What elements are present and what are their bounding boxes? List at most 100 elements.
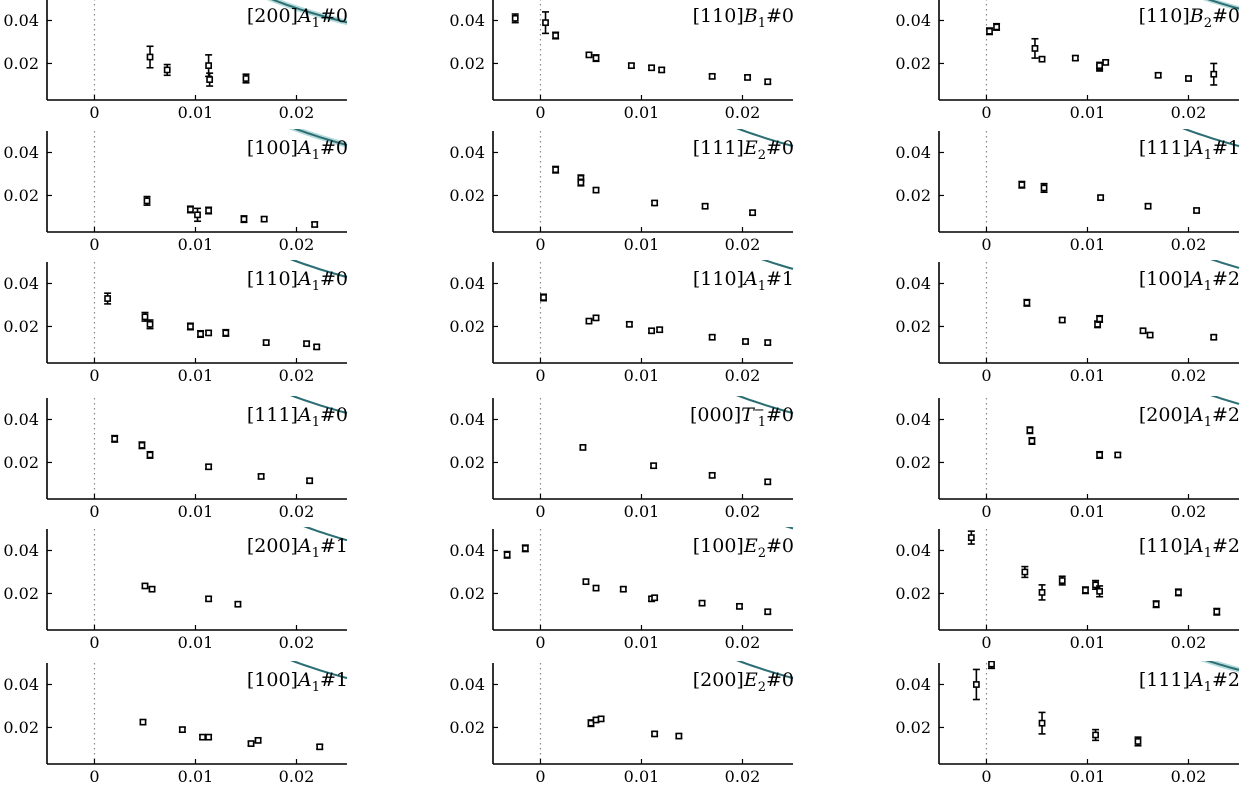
- square-marker: [656, 326, 664, 334]
- data-point: [708, 333, 716, 341]
- square-marker: [1174, 588, 1182, 596]
- data-point: [146, 319, 154, 330]
- y-tick-label: 0.02: [3, 584, 39, 603]
- data-point: [311, 221, 319, 228]
- square-marker: [1023, 299, 1031, 307]
- y-tick-label: 0.02: [449, 54, 485, 73]
- data-point: [1092, 728, 1100, 742]
- x-tick-label: 0.02: [725, 235, 761, 254]
- square-marker: [205, 62, 213, 70]
- x-tick-label: 0.02: [279, 103, 315, 122]
- data-point: [257, 473, 265, 480]
- square-marker: [972, 681, 980, 688]
- square-marker: [988, 661, 995, 668]
- data-point: [708, 471, 716, 479]
- x-tick-label: 0.01: [1070, 366, 1106, 385]
- square-marker: [1144, 202, 1152, 210]
- square-marker: [1028, 437, 1036, 445]
- y-tick-label: 0.04: [449, 11, 485, 30]
- data-point: [764, 478, 772, 486]
- error-band: [290, 396, 347, 415]
- data-point: [1081, 586, 1089, 595]
- data-point: [247, 740, 255, 747]
- x-tick-label: 0.01: [624, 502, 660, 521]
- plot-area: [972, 661, 1240, 764]
- square-marker: [651, 199, 659, 207]
- square-marker: [749, 209, 756, 217]
- data-point: [234, 600, 242, 608]
- data-point: [197, 329, 205, 339]
- y-tick-label: 0.04: [3, 675, 39, 694]
- square-marker: [1102, 58, 1110, 66]
- square-marker: [1092, 731, 1099, 739]
- data-point: [521, 544, 529, 553]
- data-point: [1193, 207, 1201, 214]
- y-tick-label: 0.02: [895, 584, 931, 603]
- panel: 0 0.01 0.02 0.02 0.04 [200]A1#1: [3, 527, 348, 652]
- square-marker: [552, 32, 560, 39]
- y-tick-label: 0.04: [3, 410, 39, 429]
- y-tick-label: 0.02: [3, 317, 39, 336]
- x-tick-label: 0.02: [725, 366, 761, 385]
- data-point: [1152, 600, 1160, 609]
- data-point: [222, 328, 230, 337]
- x-tick-label: 0: [89, 502, 99, 521]
- square-marker: [521, 544, 529, 552]
- data-point: [735, 602, 743, 610]
- square-marker: [316, 743, 324, 751]
- y-tick-label: 0.04: [895, 143, 931, 162]
- square-marker: [552, 166, 560, 174]
- x-tick-label: 0.01: [624, 366, 660, 385]
- y-tick-label: 0.04: [449, 410, 485, 429]
- x-tick-label: 0: [89, 103, 99, 122]
- x-tick-label: 0.01: [178, 502, 214, 521]
- data-point: [111, 434, 119, 443]
- x-tick-label: 0.01: [624, 633, 660, 652]
- fit-curve: [1210, 396, 1240, 405]
- x-tick-label: 0: [981, 767, 991, 786]
- fit-curve: [1182, 129, 1240, 148]
- square-marker: [260, 215, 268, 223]
- square-marker: [205, 329, 213, 337]
- square-marker: [262, 339, 270, 346]
- panel: 0 0.01 0.02 0.02 0.04 [200]A1#0: [3, 0, 348, 122]
- data-point: [1154, 71, 1162, 79]
- square-marker: [592, 54, 600, 62]
- panel: 0 0.01 0.02 0.02 0.04 [110]B1#0: [449, 0, 794, 122]
- square-marker: [967, 534, 975, 541]
- square-marker: [503, 551, 511, 559]
- y-tick-label: 0.02: [449, 186, 485, 205]
- fit-curve: [290, 396, 348, 415]
- data-point: [542, 11, 550, 35]
- data-point: [592, 314, 600, 322]
- square-marker: [1058, 577, 1066, 584]
- panel-title: [200]A1#0: [247, 5, 348, 31]
- data-point: [313, 343, 321, 351]
- data-point: [972, 668, 980, 701]
- square-marker: [540, 294, 547, 301]
- data-point: [1213, 607, 1221, 616]
- square-marker: [993, 23, 1000, 31]
- square-marker: [205, 463, 213, 471]
- data-point: [1021, 565, 1029, 579]
- y-tick-label: 0.02: [895, 54, 931, 73]
- square-marker: [187, 206, 194, 213]
- y-tick-label: 0.04: [895, 274, 931, 293]
- square-marker: [764, 608, 772, 616]
- data-point: [1038, 584, 1046, 601]
- data-point: [1096, 61, 1104, 70]
- data-point: [1018, 180, 1026, 189]
- data-point: [303, 340, 311, 348]
- y-tick-label: 0.04: [895, 541, 931, 560]
- x-tick-label: 0.01: [1070, 767, 1106, 786]
- data-point: [698, 599, 706, 607]
- data-point: [619, 585, 627, 593]
- panel: 0 0.01 0.02 0.02 0.04 [100]A1#1: [3, 661, 348, 786]
- data-point: [148, 585, 156, 593]
- plot-area: [967, 529, 1221, 630]
- fit-curve: [761, 260, 794, 270]
- data-point: [1040, 182, 1048, 194]
- y-tick-label: 0.02: [895, 317, 931, 336]
- data-point: [592, 54, 600, 63]
